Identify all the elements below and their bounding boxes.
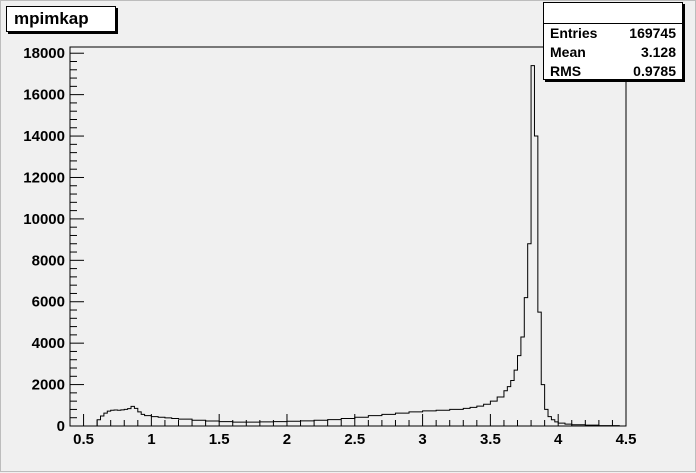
- y-tick-label: 18000: [23, 45, 65, 62]
- y-tick-label: 0: [57, 418, 65, 435]
- x-tick-label: 4: [554, 431, 563, 448]
- y-axis: 0 2000 4000 6000 8000 10000 12000 14000 16000 180…: [23, 45, 84, 435]
- plot-frame: [69, 46, 627, 427]
- stats-row-entries: Entries 169745: [544, 24, 682, 43]
- y-tick-label: 2000: [32, 377, 65, 394]
- y-tick-label: 16000: [23, 87, 65, 104]
- y-tick-label: 8000: [32, 252, 65, 269]
- x-tick-label: 1: [147, 431, 155, 448]
- y-tick-label: 6000: [32, 294, 65, 311]
- y-tick-label: 4000: [32, 335, 65, 352]
- stats-row-rms: RMS 0.9785: [544, 62, 682, 81]
- x-tick-label: 3: [418, 431, 426, 448]
- histogram-title-box: mpimkap: [6, 6, 116, 32]
- y-tick-label: 12000: [23, 169, 65, 186]
- stats-label: Entries: [550, 25, 598, 41]
- stats-box: Entries 169745 Mean 3.128 RMS 0.9785: [543, 2, 683, 80]
- histogram-title: mpimkap: [14, 9, 89, 28]
- x-tick-label: 2: [283, 431, 291, 448]
- y-tick-label: 14000: [23, 128, 65, 145]
- y-tick-label: 10000: [23, 211, 65, 228]
- x-tick-label: 0.5: [73, 431, 94, 448]
- stats-value: 169745: [629, 25, 676, 41]
- stats-label: RMS: [550, 63, 582, 79]
- x-tick-label: 3.5: [480, 431, 501, 448]
- stats-label: Mean: [550, 44, 586, 60]
- x-tick-label: 4.5: [616, 431, 637, 448]
- x-tick-label: 1.5: [209, 431, 230, 448]
- stats-value: 3.128: [640, 44, 676, 60]
- stats-header: [544, 3, 682, 24]
- x-tick-label: 2.5: [344, 431, 365, 448]
- stats-row-mean: Mean 3.128: [544, 43, 682, 62]
- histogram-line: [96, 65, 620, 427]
- stats-value: 0.9785: [633, 63, 676, 79]
